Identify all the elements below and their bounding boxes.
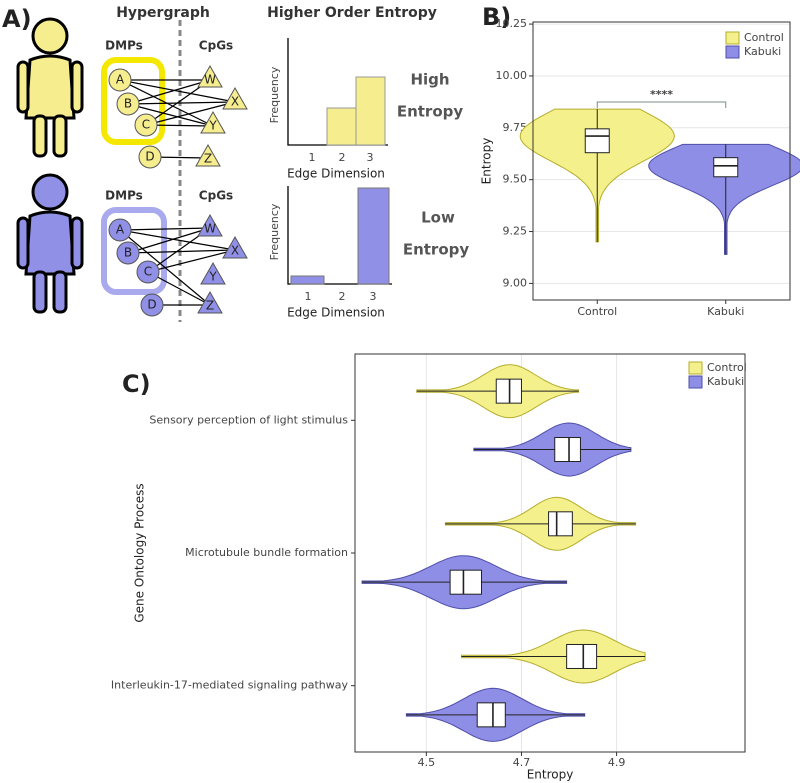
dmps-label: DMPs xyxy=(105,39,143,53)
significance-label: **** xyxy=(650,88,673,101)
x-tick-label: 4.9 xyxy=(608,756,626,769)
x-axis-label: Entropy xyxy=(527,768,574,782)
y-axis-label: Entropy xyxy=(480,138,494,185)
hist-tick: 3 xyxy=(370,290,377,303)
panel-a: A) Hypergraph Higher Order Entropy DMPs … xyxy=(2,5,469,322)
cpgs-label: CpGs xyxy=(199,39,233,53)
panel-label: B) xyxy=(482,3,511,31)
cpg-nodes xyxy=(197,213,248,314)
node-label: D xyxy=(147,298,156,312)
person-control xyxy=(16,17,84,158)
node-label: D xyxy=(145,150,154,164)
hist-tick: 2 xyxy=(339,151,346,164)
y-tick-label: 10.25 xyxy=(496,17,528,30)
hist-bar xyxy=(326,107,357,146)
node-label: Z xyxy=(206,299,214,313)
node-label: A xyxy=(116,73,125,87)
panel-label: C) xyxy=(122,370,151,398)
hist-bar xyxy=(355,76,386,146)
node-label: A xyxy=(116,223,125,237)
node-label: W xyxy=(204,222,216,236)
y-axis-label: Gene Ontology Process xyxy=(133,483,147,622)
hist-y-label: Frequency xyxy=(268,66,281,123)
node-label: Y xyxy=(208,119,217,133)
y-tick-label: 9.25 xyxy=(503,225,528,238)
plot-border xyxy=(532,21,791,301)
node-label: X xyxy=(231,95,239,109)
panel-label: A) xyxy=(2,5,32,33)
legend-swatch xyxy=(725,45,740,59)
entropy-title: Higher Order Entropy xyxy=(267,5,437,21)
x-tick-label: 4.7 xyxy=(513,756,531,769)
hist-tick: 2 xyxy=(339,290,346,303)
box xyxy=(554,437,581,463)
x-tick-label: Kabuki xyxy=(707,305,744,318)
box xyxy=(449,569,483,595)
y-tick-label: 10.00 xyxy=(496,69,528,82)
entropy-label: High xyxy=(410,71,449,89)
legend-swatch xyxy=(688,375,703,389)
node-label: C xyxy=(144,265,152,279)
y-tick-label: Interleukin-17-mediated signaling pathwa… xyxy=(111,679,349,692)
x-tick-label: 4.5 xyxy=(418,756,436,769)
legend-label: Kabuki xyxy=(707,375,744,388)
y-tick-label: 9.75 xyxy=(503,121,528,134)
hist-x-label: Edge Dimension xyxy=(287,167,385,181)
legend-swatch xyxy=(725,31,740,45)
dmp-nodes xyxy=(108,68,162,169)
hist-axes xyxy=(287,186,392,285)
box xyxy=(584,128,610,154)
y-tick-label: Microtubule bundle formation xyxy=(185,546,348,559)
box xyxy=(713,157,739,178)
legend-label: Control xyxy=(707,361,747,374)
plot-border xyxy=(354,353,746,753)
entropy-label: Low xyxy=(421,209,455,227)
hist-y-label: Frequency xyxy=(268,203,281,260)
person-kabuki xyxy=(16,173,84,314)
cpgs-label: CpGs xyxy=(199,189,233,203)
node-label: W xyxy=(204,73,216,87)
node-label: C xyxy=(142,118,150,132)
node-label: Z xyxy=(204,152,212,166)
violin xyxy=(648,143,800,255)
legend-label: Kabuki xyxy=(744,45,781,58)
x-tick-label: Control xyxy=(577,305,617,318)
y-tick-label: 9.00 xyxy=(503,276,528,289)
node-label: B xyxy=(124,97,132,111)
hist-tick: 3 xyxy=(367,151,374,164)
edges xyxy=(119,79,236,159)
legend-swatch xyxy=(688,361,703,375)
hist-tick: 1 xyxy=(305,290,312,303)
box xyxy=(566,643,598,669)
node-label: Y xyxy=(208,270,217,284)
hist-bar xyxy=(290,275,325,285)
box xyxy=(548,511,573,537)
dmp-nodes xyxy=(108,218,164,317)
entropy-label: Entropy xyxy=(403,241,470,259)
significance-bracket xyxy=(596,101,727,108)
node-label: B xyxy=(124,246,132,260)
hist-tick: 1 xyxy=(309,151,316,164)
y-tick-label: Sensory perception of light stimulus xyxy=(149,413,348,426)
hist-x-label: Edge Dimension xyxy=(287,306,385,320)
node-label: X xyxy=(231,244,239,258)
cpg-nodes xyxy=(195,64,248,167)
hist-bar xyxy=(357,187,390,285)
dmps-label: DMPs xyxy=(105,189,143,203)
entropy-label: Entropy xyxy=(397,103,464,121)
box xyxy=(476,702,506,728)
hypergraph-title: Hypergraph xyxy=(116,5,210,21)
legend-label: Control xyxy=(744,31,784,44)
hyperedge xyxy=(101,207,167,295)
y-tick-label: 9.50 xyxy=(503,173,528,186)
